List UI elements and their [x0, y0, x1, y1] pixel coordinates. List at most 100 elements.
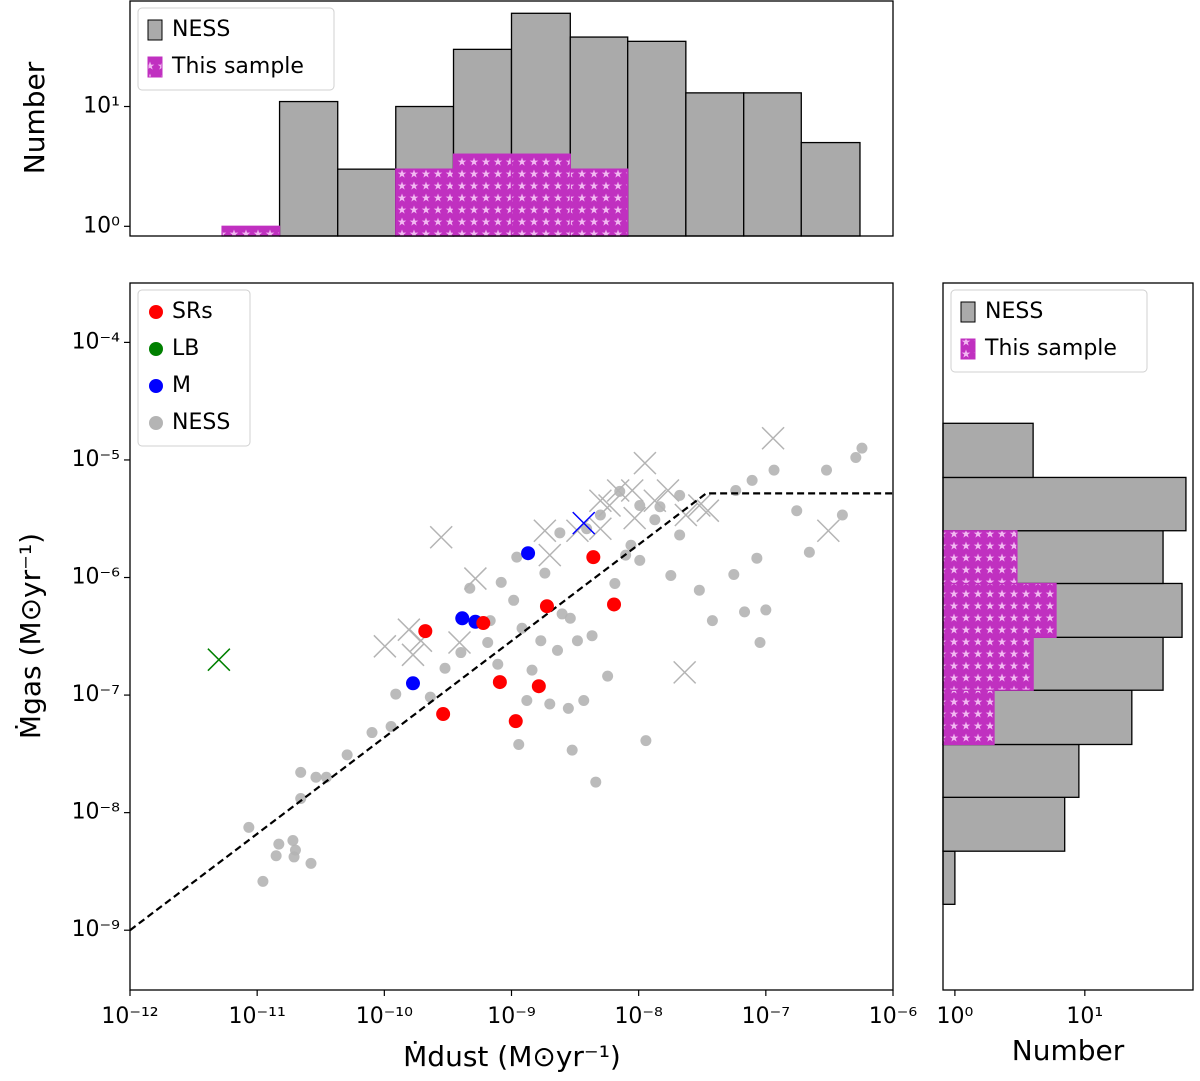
- point: [728, 569, 740, 581]
- point: [665, 570, 677, 582]
- bar: [685, 92, 745, 237]
- point: [535, 635, 547, 647]
- bar: [942, 636, 1034, 691]
- point: [754, 637, 766, 649]
- point: [539, 567, 551, 579]
- bar: [942, 689, 995, 746]
- point: [366, 727, 378, 739]
- cross-marker: [572, 511, 596, 535]
- point: [607, 597, 622, 612]
- cross-marker: [588, 517, 612, 541]
- cross-marker: [696, 499, 720, 523]
- point: [341, 749, 353, 761]
- x-tick-label: 10⁻¹⁰: [356, 1004, 413, 1029]
- point: [390, 688, 402, 700]
- point: [581, 523, 593, 535]
- bar: [800, 141, 861, 237]
- legend-box: [137, 289, 251, 447]
- point: [295, 766, 307, 778]
- x-axis-label: Number: [1012, 1034, 1125, 1067]
- x-tick-label: 10⁻⁹: [487, 1004, 535, 1029]
- point: [751, 552, 763, 564]
- point: [649, 514, 661, 526]
- legend-box: [950, 289, 1148, 373]
- point: [288, 851, 300, 863]
- point: [640, 735, 652, 747]
- cross-marker: [538, 543, 562, 567]
- point: [287, 834, 299, 846]
- bar: [942, 422, 1034, 479]
- x-tick-label: 10¹: [1066, 1004, 1103, 1029]
- bar: [395, 168, 455, 237]
- legend-label: NESS: [172, 410, 230, 435]
- point: [405, 676, 420, 691]
- point: [513, 738, 525, 750]
- legend-label: SRs: [172, 299, 213, 324]
- point: [295, 792, 307, 804]
- point: [564, 612, 576, 624]
- relation-line: [130, 492, 893, 932]
- point: [821, 464, 833, 476]
- point: [544, 698, 556, 710]
- axes-frame: [129, 0, 894, 237]
- point: [511, 551, 523, 563]
- point: [492, 675, 507, 690]
- y-tick-label: 10⁻⁷: [72, 682, 120, 707]
- point: [257, 875, 269, 887]
- bar: [743, 92, 802, 237]
- bar: [942, 796, 1066, 852]
- point: [586, 630, 598, 642]
- y-tick-label: 10⁻⁸: [72, 800, 121, 825]
- point: [455, 611, 470, 626]
- point: [464, 582, 476, 594]
- cross-marker: [761, 426, 785, 450]
- bar: [569, 168, 629, 237]
- point: [551, 644, 563, 656]
- point: [578, 694, 590, 706]
- legend-marker: [149, 342, 163, 356]
- point: [554, 527, 566, 539]
- point: [674, 489, 686, 501]
- point: [602, 670, 614, 682]
- point: [273, 838, 285, 850]
- point: [706, 615, 718, 627]
- bar: [337, 168, 397, 237]
- bar: [278, 100, 339, 237]
- legend-marker: [147, 56, 163, 78]
- bar: [627, 40, 687, 237]
- point: [768, 464, 780, 476]
- bar: [942, 582, 1057, 638]
- point: [508, 714, 523, 729]
- legend-label: This sample: [171, 54, 304, 79]
- point: [320, 771, 332, 783]
- point: [270, 850, 282, 862]
- legend-marker: [149, 416, 163, 430]
- point: [850, 451, 862, 463]
- legend-label: NESS: [985, 299, 1043, 324]
- point: [492, 658, 504, 670]
- point: [439, 662, 451, 674]
- point: [482, 637, 494, 649]
- point: [803, 546, 815, 558]
- cross-marker: [674, 503, 698, 527]
- y-tick-label: 10⁰: [83, 213, 120, 238]
- bar: [942, 530, 1018, 585]
- bar: [942, 850, 956, 905]
- y-tick-label: 10¹: [83, 94, 120, 119]
- point: [760, 604, 772, 616]
- cross-marker: [633, 451, 657, 475]
- point: [436, 707, 451, 722]
- point: [634, 554, 646, 566]
- bar: [510, 153, 571, 237]
- point: [521, 546, 536, 561]
- legend-label: LB: [172, 336, 199, 361]
- bar: [942, 476, 1187, 532]
- point: [739, 606, 751, 618]
- y-tick-label: 10⁻⁶: [72, 565, 121, 590]
- point: [856, 442, 868, 454]
- point: [508, 594, 520, 606]
- y-axis-label: Number: [18, 61, 51, 174]
- point: [516, 622, 528, 634]
- cross-marker: [623, 506, 647, 530]
